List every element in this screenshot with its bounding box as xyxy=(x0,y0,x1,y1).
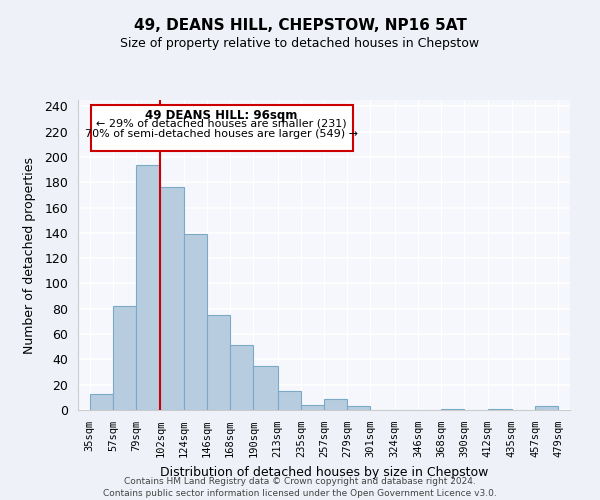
Bar xyxy=(488,408,512,410)
Text: 49 DEANS HILL: 96sqm: 49 DEANS HILL: 96sqm xyxy=(145,109,298,122)
Text: Size of property relative to detached houses in Chepstow: Size of property relative to detached ho… xyxy=(121,38,479,51)
Text: ← 29% of detached houses are smaller (231): ← 29% of detached houses are smaller (23… xyxy=(96,119,347,129)
Bar xyxy=(113,306,136,410)
Bar xyxy=(184,234,207,410)
Bar xyxy=(441,408,464,410)
Bar xyxy=(89,394,113,410)
Bar xyxy=(207,315,230,410)
Bar xyxy=(535,406,559,410)
Bar xyxy=(347,406,370,410)
Bar xyxy=(278,391,301,410)
Bar xyxy=(230,346,253,410)
Bar xyxy=(160,188,184,410)
Bar xyxy=(253,366,278,410)
Text: Contains public sector information licensed under the Open Government Licence v3: Contains public sector information licen… xyxy=(103,489,497,498)
FancyBboxPatch shape xyxy=(91,105,353,150)
Text: 70% of semi-detached houses are larger (549) →: 70% of semi-detached houses are larger (… xyxy=(85,129,358,139)
Bar xyxy=(136,164,160,410)
Bar xyxy=(301,405,324,410)
Text: Contains HM Land Registry data © Crown copyright and database right 2024.: Contains HM Land Registry data © Crown c… xyxy=(124,478,476,486)
X-axis label: Distribution of detached houses by size in Chepstow: Distribution of detached houses by size … xyxy=(160,466,488,478)
Text: 49, DEANS HILL, CHEPSTOW, NP16 5AT: 49, DEANS HILL, CHEPSTOW, NP16 5AT xyxy=(134,18,466,32)
Y-axis label: Number of detached properties: Number of detached properties xyxy=(23,156,36,354)
Bar xyxy=(324,398,347,410)
